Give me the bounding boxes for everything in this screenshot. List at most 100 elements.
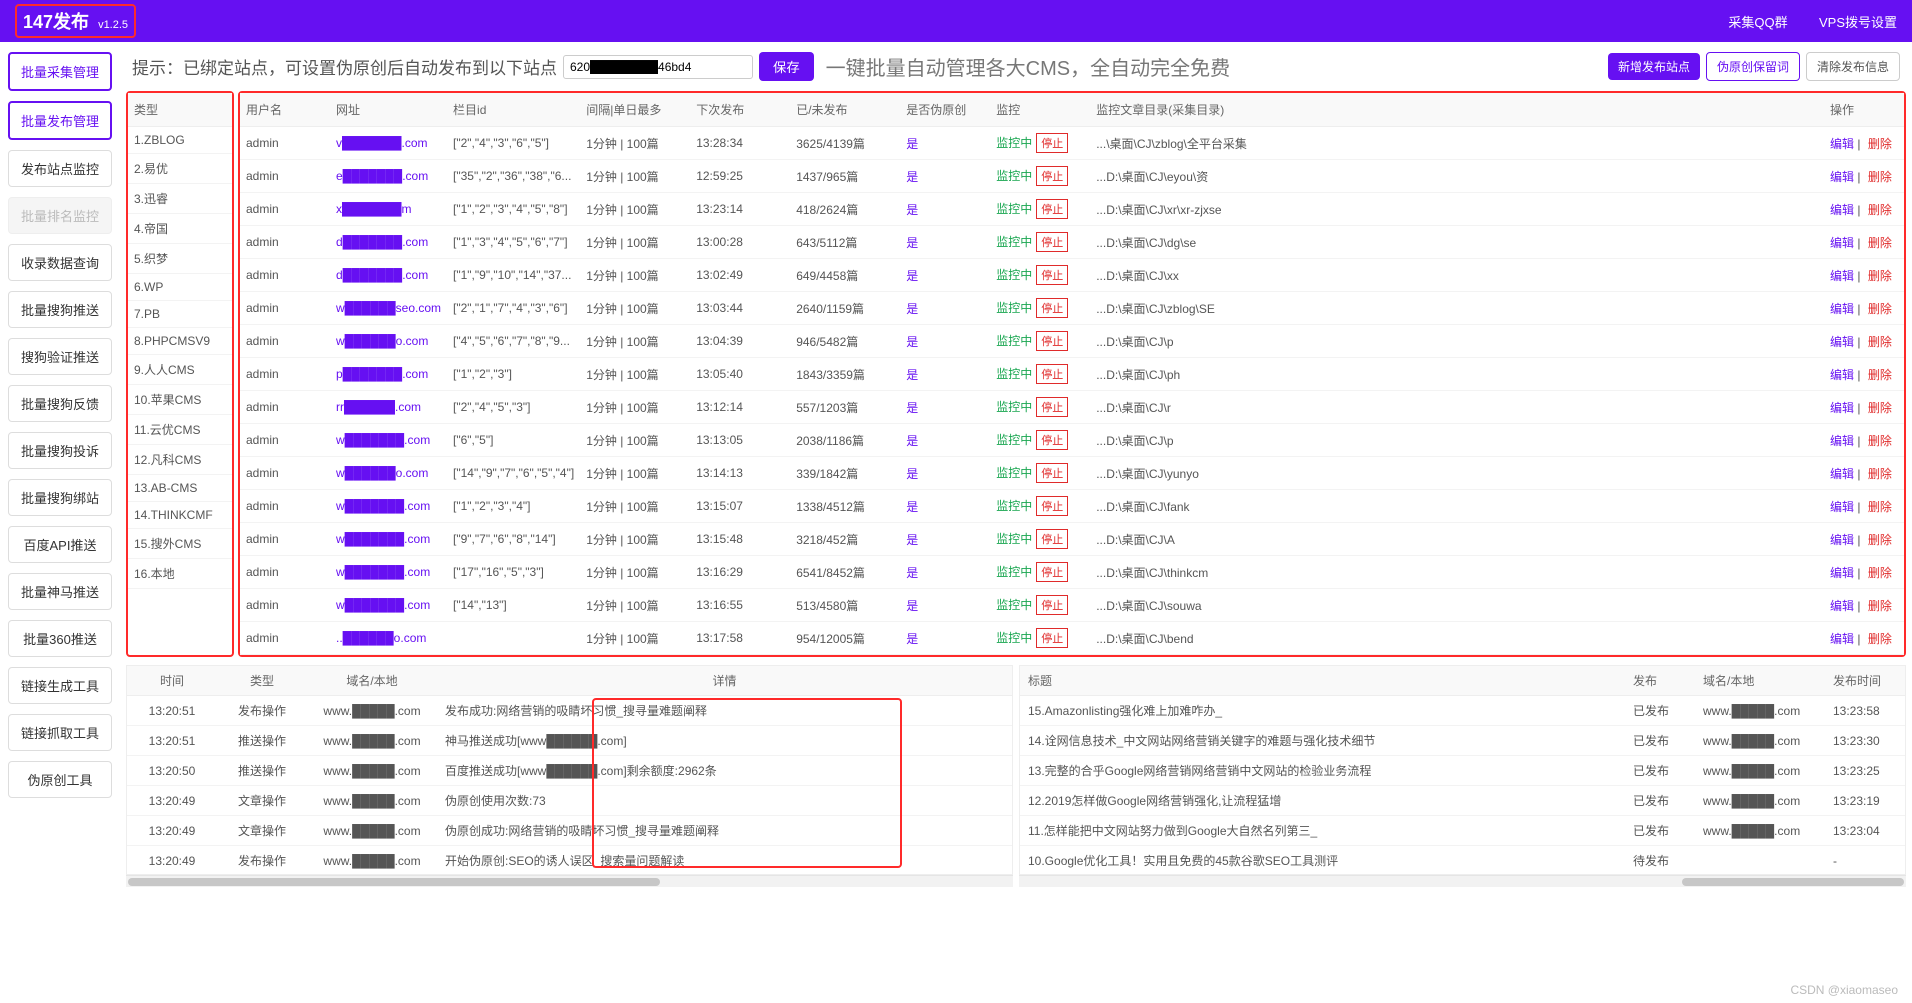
nav-vps[interactable]: VPS拨号设置	[1819, 15, 1897, 30]
stop-button[interactable]: 停止	[1036, 199, 1068, 219]
edit-button[interactable]: 编辑	[1830, 533, 1854, 547]
cell-url[interactable]: w███████.com	[330, 490, 447, 523]
cell-pub: 6541/8452篇	[790, 556, 900, 589]
cell-url[interactable]: w███████.com	[330, 556, 447, 589]
edit-button[interactable]: 编辑	[1830, 599, 1854, 613]
sidebar-item-11[interactable]: 批量神马推送	[8, 573, 112, 610]
sidebar-item-2[interactable]: 发布站点监控	[8, 150, 112, 187]
sidebar-item-3[interactable]: 批量排名监控	[8, 197, 112, 234]
delete-button[interactable]: 删除	[1868, 467, 1892, 481]
cell-interval: 1分钟 | 100篇	[580, 457, 690, 490]
sidebar-item-1[interactable]: 批量发布管理	[8, 101, 112, 140]
cell-url[interactable]: w███████.com	[330, 589, 447, 622]
cell-url[interactable]: d███████.com	[330, 259, 447, 292]
edit-button[interactable]: 编辑	[1830, 335, 1854, 349]
delete-button[interactable]: 删除	[1868, 170, 1892, 184]
edit-button[interactable]: 编辑	[1830, 434, 1854, 448]
scrollbar-right[interactable]	[1019, 875, 1906, 887]
delete-button[interactable]: 删除	[1868, 137, 1892, 151]
delete-button[interactable]: 删除	[1868, 566, 1892, 580]
cell-url[interactable]: w██████seo.com	[330, 292, 447, 325]
sidebar-item-12[interactable]: 批量360推送	[8, 620, 112, 657]
sidebar-item-5[interactable]: 批量搜狗推送	[8, 291, 112, 328]
edit-button[interactable]: 编辑	[1830, 203, 1854, 217]
stop-button[interactable]: 停止	[1036, 397, 1068, 417]
delete-button[interactable]: 删除	[1868, 533, 1892, 547]
cell-url[interactable]: p███████.com	[330, 358, 447, 391]
cell-url[interactable]: d███████.com	[330, 226, 447, 259]
sidebar-item-9[interactable]: 批量搜狗绑站	[8, 479, 112, 516]
stop-button[interactable]: 停止	[1036, 331, 1068, 351]
delete-button[interactable]: 删除	[1868, 302, 1892, 316]
cell-url[interactable]: rr██████.com	[330, 391, 447, 424]
sidebar-item-6[interactable]: 搜狗验证推送	[8, 338, 112, 375]
save-button[interactable]: 保存	[759, 52, 814, 81]
stop-button[interactable]: 停止	[1036, 529, 1068, 549]
delete-button[interactable]: 删除	[1868, 368, 1892, 382]
delete-button[interactable]: 删除	[1868, 335, 1892, 349]
edit-button[interactable]: 编辑	[1830, 170, 1854, 184]
cell-url[interactable]: e███████.com	[330, 160, 447, 193]
delete-button[interactable]: 删除	[1868, 500, 1892, 514]
delete-button[interactable]: 删除	[1868, 236, 1892, 250]
cell-url[interactable]: w██████o.com	[330, 457, 447, 490]
edit-button[interactable]: 编辑	[1830, 500, 1854, 514]
sidebar-item-14[interactable]: 链接抓取工具	[8, 714, 112, 751]
cell-url[interactable]: x███████m	[330, 193, 447, 226]
cell-url[interactable]: ..██████o.com	[330, 622, 447, 655]
sidebar-item-7[interactable]: 批量搜狗反馈	[8, 385, 112, 422]
stop-button[interactable]: 停止	[1036, 562, 1068, 582]
edit-button[interactable]: 编辑	[1830, 632, 1854, 646]
nav-qq[interactable]: 采集QQ群	[1728, 15, 1787, 30]
delete-button[interactable]: 删除	[1868, 269, 1892, 283]
stop-button[interactable]: 停止	[1036, 430, 1068, 450]
right-row: 14.诠网信息技术_中文网站网络营销关键字的难题与强化技术细节已发布www.██…	[1020, 726, 1905, 756]
type-cell: 6.WP	[128, 274, 232, 301]
sidebar-item-10[interactable]: 百度API推送	[8, 526, 112, 563]
delete-button[interactable]: 删除	[1868, 203, 1892, 217]
log-panel: 时间类型域名/本地详情13:20:51发布操作www.█████.com发布成功…	[126, 665, 1013, 875]
stop-button[interactable]: 停止	[1036, 595, 1068, 615]
sidebar-item-4[interactable]: 收录数据查询	[8, 244, 112, 281]
edit-button[interactable]: 编辑	[1830, 137, 1854, 151]
cell-mon: 监控中停止	[990, 358, 1090, 391]
sidebar-item-13[interactable]: 链接生成工具	[8, 667, 112, 704]
clear-button[interactable]: 清除发布信息	[1806, 52, 1900, 81]
scrollbar-left[interactable]	[126, 875, 1013, 887]
stop-button[interactable]: 停止	[1036, 133, 1068, 153]
cell-url[interactable]: w███████.com	[330, 424, 447, 457]
sidebar-item-8[interactable]: 批量搜狗投诉	[8, 432, 112, 469]
stop-button[interactable]: 停止	[1036, 463, 1068, 483]
stop-button[interactable]: 停止	[1036, 232, 1068, 252]
edit-button[interactable]: 编辑	[1830, 269, 1854, 283]
delete-button[interactable]: 删除	[1868, 632, 1892, 646]
cell-col: ["1","3","4","5","6","7"]	[447, 226, 580, 259]
stop-button[interactable]: 停止	[1036, 496, 1068, 516]
delete-button[interactable]: 删除	[1868, 599, 1892, 613]
token-input[interactable]	[563, 55, 753, 79]
stop-button[interactable]: 停止	[1036, 364, 1068, 384]
stop-button[interactable]: 停止	[1036, 628, 1068, 648]
cell-url[interactable]: v███████.com	[330, 127, 447, 160]
stop-button[interactable]: 停止	[1036, 166, 1068, 186]
cell-interval: 1分钟 | 100篇	[580, 358, 690, 391]
edit-button[interactable]: 编辑	[1830, 467, 1854, 481]
sidebar-item-15[interactable]: 伪原创工具	[8, 761, 112, 798]
cell-url[interactable]: w██████o.com	[330, 325, 447, 358]
cell-mon: 监控中停止	[990, 622, 1090, 655]
edit-button[interactable]: 编辑	[1830, 566, 1854, 580]
add-site-button[interactable]: 新增发布站点	[1608, 53, 1700, 80]
cell-dir: ...D:\桌面\CJ\r	[1090, 391, 1824, 424]
edit-button[interactable]: 编辑	[1830, 368, 1854, 382]
cell-url[interactable]: w███████.com	[330, 523, 447, 556]
edit-button[interactable]: 编辑	[1830, 401, 1854, 415]
delete-button[interactable]: 删除	[1868, 434, 1892, 448]
edit-button[interactable]: 编辑	[1830, 302, 1854, 316]
sidebar-item-0[interactable]: 批量采集管理	[8, 52, 112, 91]
stop-button[interactable]: 停止	[1036, 265, 1068, 285]
keep-words-button[interactable]: 伪原创保留词	[1706, 52, 1800, 81]
delete-button[interactable]: 删除	[1868, 401, 1892, 415]
edit-button[interactable]: 编辑	[1830, 236, 1854, 250]
tip2-text: 一键批量自动管理各大CMS，全自动完全免费	[826, 52, 1230, 81]
stop-button[interactable]: 停止	[1036, 298, 1068, 318]
